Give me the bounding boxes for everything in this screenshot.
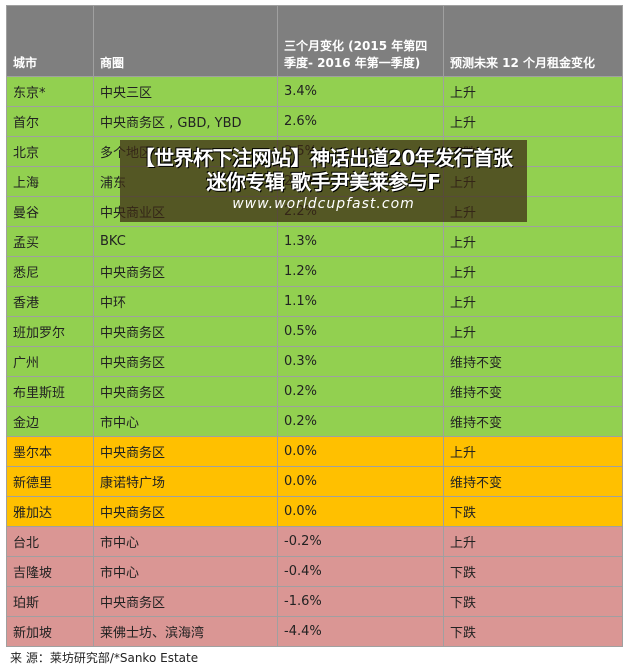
table-cell: 0.2% bbox=[277, 406, 444, 437]
banner-url: www.worldcupfast.com bbox=[232, 196, 415, 212]
table-cell: 市中心 bbox=[93, 556, 278, 587]
table-cell: 市中心 bbox=[93, 526, 278, 557]
table-row: 布里斯班 中央商务区 0.2% 维持不变 bbox=[6, 376, 623, 407]
table-row: 新德里 康诺特广场 0.0% 维持不变 bbox=[6, 466, 623, 497]
table-cell: -4.4% bbox=[277, 616, 444, 647]
table-cell: 布里斯班 bbox=[6, 376, 94, 407]
table-cell: -0.4% bbox=[277, 556, 444, 587]
header-cell: 三个月变化 (2015 年第四季度- 2016 年第一季度) bbox=[277, 5, 444, 77]
table-cell: 维持不变 bbox=[443, 466, 623, 497]
table-cell: 下跌 bbox=[443, 586, 623, 617]
table-cell: 中央商务区 bbox=[93, 586, 278, 617]
table-cell: 上升 bbox=[443, 76, 623, 107]
table-cell: 珀斯 bbox=[6, 586, 94, 617]
table-row: 悉尼 中央商务区 1.2% 上升 bbox=[6, 256, 623, 287]
table-cell: -0.2% bbox=[277, 526, 444, 557]
table-row: 珀斯 中央商务区 -1.6% 下跌 bbox=[6, 586, 623, 617]
table-cell: 台北 bbox=[6, 526, 94, 557]
table-cell: 市中心 bbox=[93, 406, 278, 437]
table-cell: 0.0% bbox=[277, 466, 444, 497]
table-cell: -1.6% bbox=[277, 586, 444, 617]
table-cell: 上升 bbox=[443, 256, 623, 287]
table-cell: 0.2% bbox=[277, 376, 444, 407]
table-cell: 悉尼 bbox=[6, 256, 94, 287]
table-cell: BKC bbox=[93, 226, 278, 257]
table-row: 墨尔本 中央商务区 0.0% 上升 bbox=[6, 436, 623, 467]
table-cell: 东京* bbox=[6, 76, 94, 107]
source: 来 源：莱坊研究部/*Sanko Estate bbox=[10, 651, 199, 665]
table-cell: 上升 bbox=[443, 226, 623, 257]
table-cell: 新德里 bbox=[6, 466, 94, 497]
table-row: 雅加达 中央商务区 0.0% 下跌 bbox=[6, 496, 623, 527]
banner-headline: 【世界杯下注网站】神话出道20年发行首张迷你专辑 歌手尹美莱参与F bbox=[134, 146, 513, 194]
rent-table: 城市 商圈 三个月变化 (2015 年第四季度- 2016 年第一季度) 预测未来 1… bbox=[6, 5, 623, 647]
table-row: 班加罗尔 中央商务区 0.5% 上升 bbox=[6, 316, 623, 347]
table-row: 新加坡 莱佛士坊、滨海湾 -4.4% 下跌 bbox=[6, 616, 623, 647]
table-cell: 1.1% bbox=[277, 286, 444, 317]
table-cell: 0.0% bbox=[277, 496, 444, 527]
table-cell: 康诺特广场 bbox=[93, 466, 278, 497]
table-cell: 雅加达 bbox=[6, 496, 94, 527]
table-cell: 3.4% bbox=[277, 76, 444, 107]
header-cell: 预测未来 12 个月租金变化 bbox=[443, 5, 623, 77]
table-cell: 中央商务区 bbox=[93, 256, 278, 287]
table-cell: 上升 bbox=[443, 106, 623, 137]
header-cell: 商圈 bbox=[93, 5, 278, 77]
table-cell: 上升 bbox=[443, 526, 623, 557]
table-cell: 2.6% bbox=[277, 106, 444, 137]
table-cell: 1.2% bbox=[277, 256, 444, 287]
table-cell: 上升 bbox=[443, 436, 623, 467]
table-cell: 莱佛士坊、滨海湾 bbox=[93, 616, 278, 647]
table-cell: 维持不变 bbox=[443, 346, 623, 377]
table-cell: 下跌 bbox=[443, 496, 623, 527]
table-row: 首尔 中央商务区 , GBD, YBD 2.6% 上升 bbox=[6, 106, 623, 137]
table-row: 吉隆坡 市中心 -0.4% 下跌 bbox=[6, 556, 623, 587]
table-cell: 北京 bbox=[6, 136, 94, 167]
table-cell: 班加罗尔 bbox=[6, 316, 94, 347]
header-row: 城市 商圈 三个月变化 (2015 年第四季度- 2016 年第一季度) 预测未来 1… bbox=[6, 5, 623, 77]
table-cell: 上升 bbox=[443, 286, 623, 317]
table-cell: 中央商务区 bbox=[93, 346, 278, 377]
table-row: 东京* 中央三区 3.4% 上升 bbox=[6, 76, 623, 107]
table-row: 孟买 BKC 1.3% 上升 bbox=[6, 226, 623, 257]
table-cell: 墨尔本 bbox=[6, 436, 94, 467]
table-cell: 下跌 bbox=[443, 616, 623, 647]
header-cell: 城市 bbox=[6, 5, 94, 77]
ad-banner: 【世界杯下注网站】神话出道20年发行首张迷你专辑 歌手尹美莱参与F www.wo… bbox=[120, 140, 527, 222]
table-cell: 新加坡 bbox=[6, 616, 94, 647]
table-cell: 广州 bbox=[6, 346, 94, 377]
table-cell: 吉隆坡 bbox=[6, 556, 94, 587]
table-cell: 上升 bbox=[443, 316, 623, 347]
table-cell: 中央商务区 bbox=[93, 496, 278, 527]
table-cell: 中环 bbox=[93, 286, 278, 317]
table-cell: 孟买 bbox=[6, 226, 94, 257]
table-cell: 0.5% bbox=[277, 316, 444, 347]
table-cell: 中央商务区 bbox=[93, 436, 278, 467]
table-cell: 维持不变 bbox=[443, 406, 623, 437]
table-cell: 金边 bbox=[6, 406, 94, 437]
table-cell: 下跌 bbox=[443, 556, 623, 587]
table-cell: 首尔 bbox=[6, 106, 94, 137]
table-cell: 0.3% bbox=[277, 346, 444, 377]
table-cell: 1.3% bbox=[277, 226, 444, 257]
table-cell: 维持不变 bbox=[443, 376, 623, 407]
table-cell: 香港 bbox=[6, 286, 94, 317]
table-cell: 上海 bbox=[6, 166, 94, 197]
table-cell: 中央三区 bbox=[93, 76, 278, 107]
table-cell: 中央商务区 , GBD, YBD bbox=[93, 106, 278, 137]
table-row: 广州 中央商务区 0.3% 维持不变 bbox=[6, 346, 623, 377]
table-cell: 曼谷 bbox=[6, 196, 94, 227]
table-cell: 0.0% bbox=[277, 436, 444, 467]
table-cell: 中央商务区 bbox=[93, 376, 278, 407]
table-row: 台北 市中心 -0.2% 上升 bbox=[6, 526, 623, 557]
table-row: 金边 市中心 0.2% 维持不变 bbox=[6, 406, 623, 437]
table-row: 香港 中环 1.1% 上升 bbox=[6, 286, 623, 317]
table-cell: 中央商务区 bbox=[93, 316, 278, 347]
